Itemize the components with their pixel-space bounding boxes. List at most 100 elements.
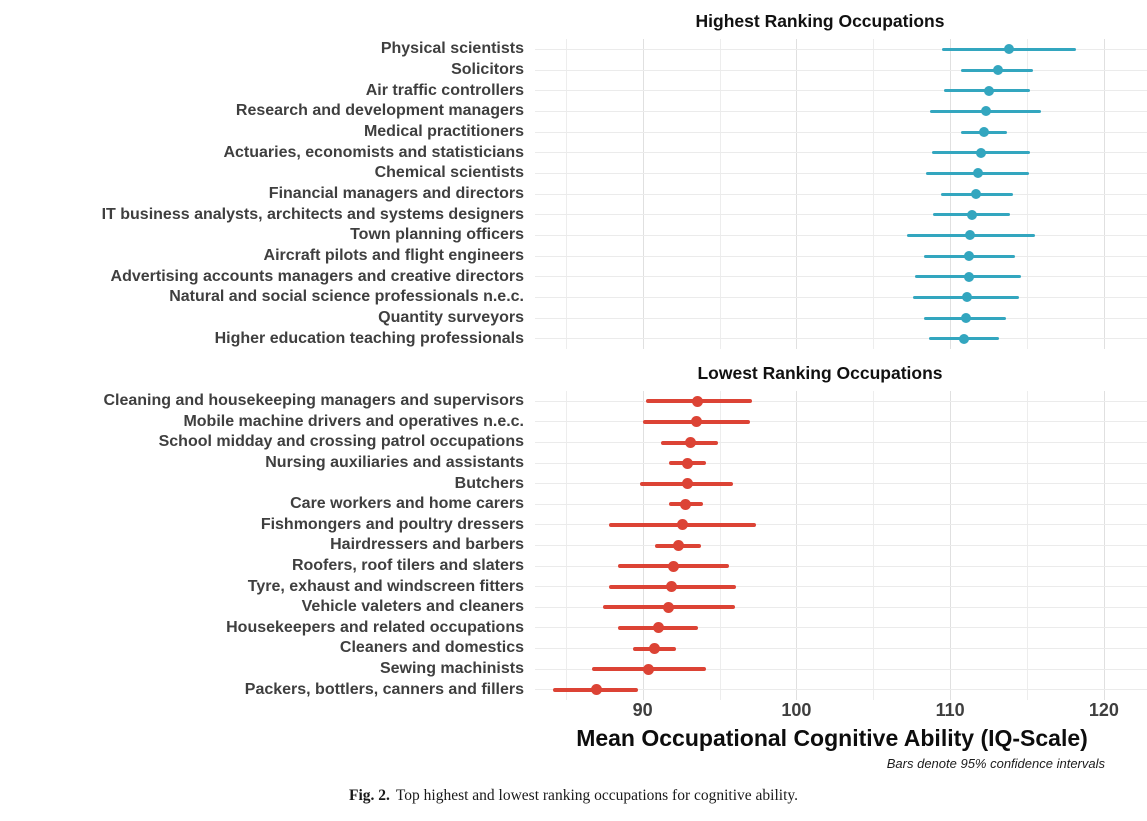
row-gridline (535, 152, 1147, 154)
occupation-label: Physical scientists (380, 40, 524, 58)
occupation-label: Vehicle valeters and cleaners (301, 598, 524, 616)
mean-dot (963, 251, 974, 261)
mean-dot (591, 684, 602, 696)
mean-dot (966, 209, 977, 220)
row-gridline (535, 668, 1147, 670)
occupation-label: Sewing machinists (379, 660, 524, 678)
row-gridline (535, 483, 1147, 485)
mean-dot (681, 457, 693, 469)
mean-dot (652, 622, 664, 634)
row-gridline (535, 338, 1147, 340)
mean-dot (972, 168, 983, 179)
occupation-label: Tyre, exhaust and windscreen fitters (247, 577, 524, 595)
row-gridline (535, 131, 1147, 133)
occupation-label: Actuaries, economists and statisticians (223, 143, 524, 161)
plot-area (535, 39, 1147, 349)
row-gridline (535, 689, 1147, 691)
row-gridline (535, 586, 1147, 588)
occupation-label: Butchers (454, 474, 524, 492)
mean-dot (643, 663, 655, 675)
row-gridline (535, 524, 1147, 526)
row-gridline (535, 296, 1147, 298)
mean-dot (680, 498, 692, 510)
row-gridline (535, 69, 1147, 71)
mean-dot (692, 395, 704, 407)
row-gridline (535, 545, 1147, 546)
occupation-label: Housekeepers and related occupations (226, 618, 524, 636)
row-gridline (535, 627, 1147, 629)
mean-dot (684, 437, 696, 448)
lowest-ranking-panel: Cleaning and housekeeping managers and s… (0, 391, 1147, 700)
mean-dot (983, 85, 994, 96)
caption-text: Top highest and lowest ranking occupatio… (395, 787, 799, 804)
occupation-label: Quantity surveyors (378, 309, 524, 327)
category-labels: Physical scientists Solicitors Air traffic… (0, 39, 524, 349)
occupation-label: Advertising accounts managers and creati… (110, 267, 524, 285)
mean-dot (975, 147, 986, 158)
mean-dot (992, 65, 1003, 75)
mean-dot (663, 601, 675, 613)
occupation-label: Town planning officers (350, 226, 524, 244)
row-gridline (535, 462, 1147, 464)
row-gridline (535, 255, 1147, 257)
occupation-label: Roofers, roof tilers and slaters (291, 557, 524, 575)
mean-dot (690, 416, 702, 428)
row-gridline (535, 48, 1147, 50)
mean-dot (963, 271, 974, 282)
x-axis-title: Mean Occupational Cognitive Ability (IQ-… (576, 725, 1088, 751)
row-gridline (535, 276, 1147, 278)
bottom-panel-title: Lowest Ranking Occupations (697, 363, 943, 383)
category-labels: Cleaning and housekeeping managers and s… (0, 391, 524, 700)
mean-dot (965, 230, 976, 241)
row-gridline (535, 193, 1147, 195)
occupation-label: Mobile machine drivers and operatives n.… (183, 412, 524, 430)
highest-ranking-panel: Physical scientists Solicitors Air traffic… (0, 39, 1147, 349)
x-tick-label: 120 (1088, 700, 1119, 720)
occupation-label: Cleaners and domestics (339, 639, 524, 657)
occupation-label: Air traffic controllers (365, 81, 524, 99)
occupation-label: Natural and social science professionals… (169, 288, 524, 306)
occupation-label: Hairdressers and barbers (330, 536, 524, 554)
row-gridline (535, 565, 1147, 567)
occupation-label: Financial managers and directors (268, 185, 524, 203)
row-gridline (535, 317, 1147, 319)
occupation-label: Solicitors (451, 61, 524, 78)
mean-dot (980, 106, 991, 117)
occupation-label: Research and development managers (235, 102, 524, 120)
mean-dot (1003, 44, 1014, 55)
x-tick-label: 100 (781, 700, 812, 720)
x-axis: 90 100 110 120 (535, 698, 1147, 722)
occupation-label: Chemical scientists (374, 164, 524, 182)
row-gridline (535, 110, 1147, 112)
mean-dot (979, 127, 989, 137)
mean-dot (667, 560, 679, 572)
figure-caption: Fig. 2. Top highest and lowest ranking oc… (0, 787, 1147, 805)
occupation-label: Medical practitioners (363, 123, 524, 141)
occupation-label: Packers, bottlers, canners and fillers (244, 680, 524, 698)
occupation-label: Aircraft pilots and flight engineers (263, 247, 524, 265)
mean-dot (959, 333, 969, 344)
mean-dot (666, 581, 678, 593)
row-gridline (535, 421, 1147, 423)
row-gridline (535, 400, 1147, 402)
row-gridline (535, 214, 1147, 216)
caption-fig-label: Fig. 2. (348, 787, 390, 804)
row-gridline (535, 648, 1147, 649)
row-gridline (535, 234, 1147, 236)
occupation-label: Cleaning and housekeeping managers and s… (103, 392, 524, 410)
row-gridline (535, 90, 1147, 92)
occupation-label: IT business analysts, architects and sys… (101, 205, 524, 223)
occupation-label: Care workers and home carers (290, 495, 524, 513)
row-gridline (535, 172, 1147, 174)
x-tick-label: 90 (632, 700, 653, 720)
x-tick-label: 110 (935, 700, 965, 720)
occupation-label: School midday and crossing patrol occupa… (158, 433, 524, 451)
mean-dot (649, 643, 661, 654)
mean-dot (962, 292, 973, 303)
occupation-label: Nursing auxiliaries and assistants (265, 454, 524, 472)
row-gridline (535, 606, 1147, 608)
mean-dot (681, 478, 693, 490)
mean-dot (677, 519, 689, 531)
plot-area (535, 391, 1147, 700)
occupation-label: Higher education teaching professionals (214, 329, 524, 347)
